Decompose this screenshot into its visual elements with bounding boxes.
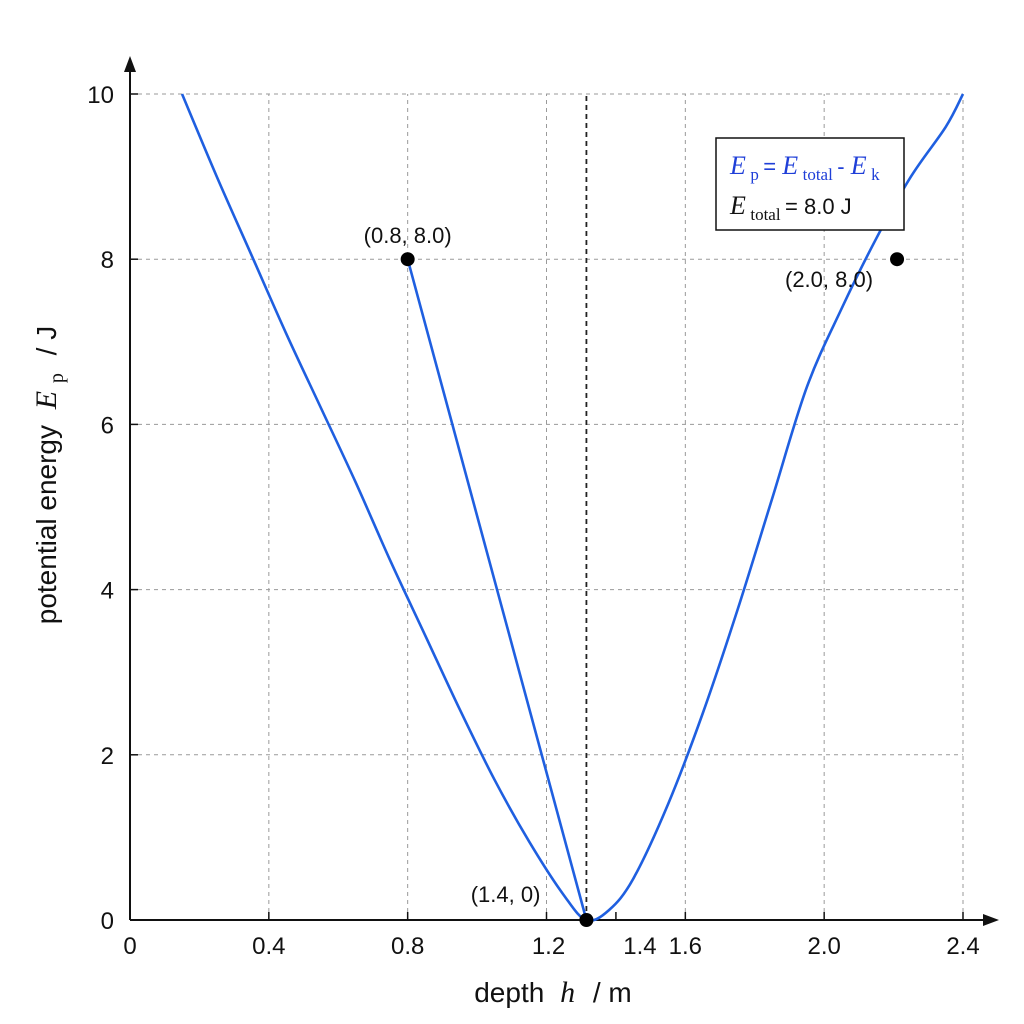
x-axis-arrow [983, 914, 999, 926]
legend-formula-eq: = [763, 154, 782, 179]
data-point-marker [890, 252, 905, 267]
legend-total-var: E [729, 191, 746, 220]
x-tick-label: 0.8 [391, 933, 424, 960]
y-tick-label: 8 [101, 247, 114, 274]
y-tick-label: 4 [101, 578, 114, 605]
y-axis-title-sub: p [46, 373, 68, 383]
legend-formula-var1: E [729, 151, 746, 180]
y-axis-title-unit: / J [31, 326, 62, 356]
legend-total-sub: total [750, 205, 780, 224]
legend-formula-sub1: p [750, 165, 759, 184]
data-point-label: (1.4, 0) [471, 882, 541, 907]
data-point-marker [579, 913, 594, 927]
y-tick-labels: 0 2 4 6 8 10 [87, 82, 138, 935]
grid-lines [130, 93, 964, 920]
x-tick-labels: 0 0.4 0.8 1.2 1.4 1.6 2.0 2.4 [123, 912, 980, 960]
series-line-1 [406, 258, 588, 921]
x-axis-title-var: h [560, 976, 575, 1009]
x-axis-title: depth h / m [474, 976, 632, 1009]
legend-formula-sub2: total [803, 165, 833, 184]
x-axis-title-prefix: depth [474, 977, 544, 1008]
legend-box: E p = E total - E k E total = 8.0 J [715, 137, 905, 231]
legend-frame [715, 137, 905, 231]
x-tick-label: 1.6 [669, 933, 702, 960]
x-axis-title-unit: / m [593, 977, 632, 1008]
axes [124, 56, 999, 926]
legend-formula-minus: - [837, 154, 850, 179]
y-tick-label: 6 [101, 412, 114, 439]
legend-total: E total = 8.0 J [729, 191, 852, 224]
data-point-label: (0.8, 8.0) [364, 223, 452, 248]
data-point-label: (2.0, 8.0) [785, 267, 873, 292]
legend-formula-sub3: k [871, 165, 880, 184]
y-tick-label: 2 [101, 743, 114, 770]
x-tick-label: 0.4 [252, 933, 285, 960]
y-tick-label: 10 [87, 82, 114, 109]
x-tick-label: 1.2 [532, 933, 565, 960]
y-tick-label: 0 [101, 908, 114, 935]
x-tick-label: 0 [123, 933, 136, 960]
x-tick-label: 2.4 [946, 933, 979, 960]
x-tick-label: 2.0 [807, 933, 840, 960]
y-axis-arrow [124, 56, 136, 72]
x-tick-label: 1.4 [623, 933, 656, 960]
legend-total-value: = 8.0 J [785, 194, 852, 219]
legend-formula: E p = E total - E k [729, 151, 880, 184]
data-points: (0.8, 8.0) (2.0, 8.0) (1.4, 0) [364, 223, 905, 927]
y-axis-title-prefix: potential energy [31, 425, 62, 624]
data-point-marker [400, 252, 415, 267]
legend-formula-var3: E [850, 151, 867, 180]
y-axis-title: potential energy E p / J [30, 326, 69, 625]
y-axis-title-var: E [30, 391, 63, 410]
legend-formula-var2: E [781, 151, 798, 180]
